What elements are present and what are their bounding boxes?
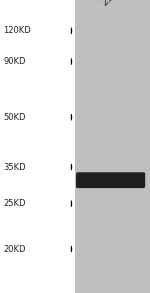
Text: 90KD: 90KD — [3, 57, 26, 66]
Bar — [75, 0, 150, 293]
Text: 20KD: 20KD — [3, 245, 26, 253]
Text: 293: 293 — [100, 0, 122, 7]
FancyBboxPatch shape — [76, 172, 145, 188]
Text: 50KD: 50KD — [3, 113, 26, 122]
Text: 25KD: 25KD — [3, 199, 26, 208]
Text: 120KD: 120KD — [3, 26, 31, 35]
Text: 35KD: 35KD — [3, 163, 26, 171]
